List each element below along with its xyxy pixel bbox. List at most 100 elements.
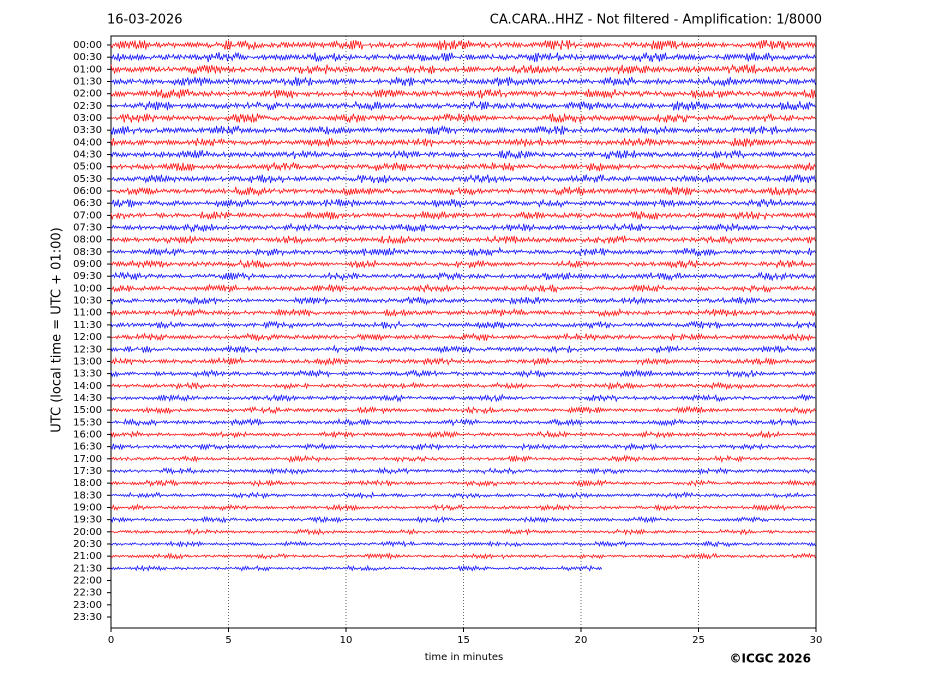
trace	[110, 186, 816, 197]
trace	[110, 198, 816, 209]
x-tick-label: 5	[225, 635, 231, 646]
trace	[110, 405, 816, 415]
y-tick-label: 18:30	[73, 490, 102, 501]
trace	[110, 125, 816, 136]
trace	[110, 344, 816, 354]
trace	[110, 39, 816, 51]
y-tick-label: 08:30	[73, 247, 102, 258]
trace	[110, 162, 816, 172]
y-tick-label: 23:30	[73, 612, 102, 623]
trace	[110, 540, 816, 548]
trace	[110, 552, 816, 561]
y-tick-label: 14:30	[73, 393, 102, 404]
trace	[110, 368, 816, 379]
trace	[110, 307, 816, 318]
trace	[110, 76, 816, 87]
trace	[110, 101, 816, 111]
y-tick-label: 20:30	[73, 539, 102, 550]
y-tick-label: 13:00	[73, 356, 102, 367]
y-tick-label: 06:30	[73, 198, 102, 209]
y-tick-label: 19:30	[73, 515, 102, 526]
y-axis-label: UTC (local time = UTC + 01:00)	[50, 227, 65, 432]
y-tick-label: 00:00	[73, 40, 102, 51]
trace	[110, 528, 816, 536]
trace	[110, 381, 816, 391]
trace	[110, 88, 816, 99]
trace	[110, 283, 816, 294]
y-tick-label: 00:30	[73, 52, 102, 63]
y-tick-label: 12:00	[73, 332, 102, 343]
y-tick-label: 12:30	[73, 344, 102, 355]
y-tick-label: 20:00	[73, 527, 102, 538]
x-tick-label: 25	[692, 635, 705, 646]
trace	[110, 296, 816, 306]
y-tick-label: 11:30	[73, 320, 102, 331]
y-tick-label: 21:30	[73, 563, 102, 574]
y-tick-label: 10:00	[73, 283, 102, 294]
chart-title: CA.CARA..HHZ - Not filtered - Amplificat…	[490, 13, 822, 28]
y-tick-label: 06:00	[73, 186, 102, 197]
trace	[110, 320, 816, 330]
trace	[110, 393, 816, 403]
trace	[110, 332, 816, 342]
y-tick-label: 17:30	[73, 466, 102, 477]
y-tick-label: 04:30	[73, 150, 102, 161]
y-tick-label: 11:00	[73, 308, 102, 319]
trace	[110, 491, 816, 500]
trace	[110, 210, 816, 221]
y-tick-label: 07:00	[73, 210, 102, 221]
y-tick-label: 10:30	[73, 296, 102, 307]
trace	[110, 442, 816, 451]
y-tick-label: 22:00	[73, 575, 102, 586]
x-tick-label: 15	[457, 635, 470, 646]
y-tick-label: 18:00	[73, 478, 102, 489]
y-tick-label: 05:30	[73, 174, 102, 185]
y-tick-label: 17:00	[73, 454, 102, 465]
trace	[110, 51, 816, 63]
y-tick-label: 02:30	[73, 101, 102, 112]
y-tick-label: 09:00	[73, 259, 102, 270]
plot-frame	[110, 35, 817, 629]
y-tick-label: 13:30	[73, 369, 102, 380]
trace	[110, 222, 816, 233]
trace	[110, 149, 816, 160]
x-tick-label: 0	[108, 635, 114, 646]
x-axis-label: time in minutes	[425, 652, 504, 663]
trace	[110, 454, 816, 464]
y-tick-label: 15:30	[73, 417, 102, 428]
x-tick-label: 10	[340, 635, 353, 646]
trace	[110, 515, 816, 524]
x-tick-label: 30	[810, 635, 823, 646]
y-tick-label: 14:00	[73, 381, 102, 392]
trace	[110, 173, 816, 184]
trace	[110, 466, 816, 476]
y-tick-label: 16:00	[73, 429, 102, 440]
trace	[110, 478, 816, 488]
trace	[110, 356, 816, 367]
trace	[110, 234, 816, 245]
credit: ©ICGC 2026	[729, 652, 811, 666]
y-tick-label: 22:30	[73, 588, 102, 599]
y-tick-label: 01:00	[73, 64, 102, 75]
y-tick-label: 01:30	[73, 77, 102, 88]
trace	[110, 271, 816, 282]
y-tick-label: 16:30	[73, 442, 102, 453]
trace	[110, 564, 603, 572]
x-tick-label: 20	[575, 635, 588, 646]
y-tick-label: 04:00	[73, 137, 102, 148]
trace	[110, 417, 816, 427]
y-tick-label: 03:30	[73, 125, 102, 136]
trace	[110, 113, 816, 123]
trace	[110, 246, 816, 258]
trace	[110, 63, 816, 75]
trace	[110, 137, 816, 147]
y-tick-label: 23:00	[73, 600, 102, 611]
trace	[110, 429, 816, 439]
y-tick-label: 07:30	[73, 223, 102, 234]
y-tick-label: 21:00	[73, 551, 102, 562]
trace	[110, 259, 816, 270]
y-tick-label: 09:30	[73, 271, 102, 282]
y-tick-label: 03:00	[73, 113, 102, 124]
y-tick-label: 02:00	[73, 89, 102, 100]
